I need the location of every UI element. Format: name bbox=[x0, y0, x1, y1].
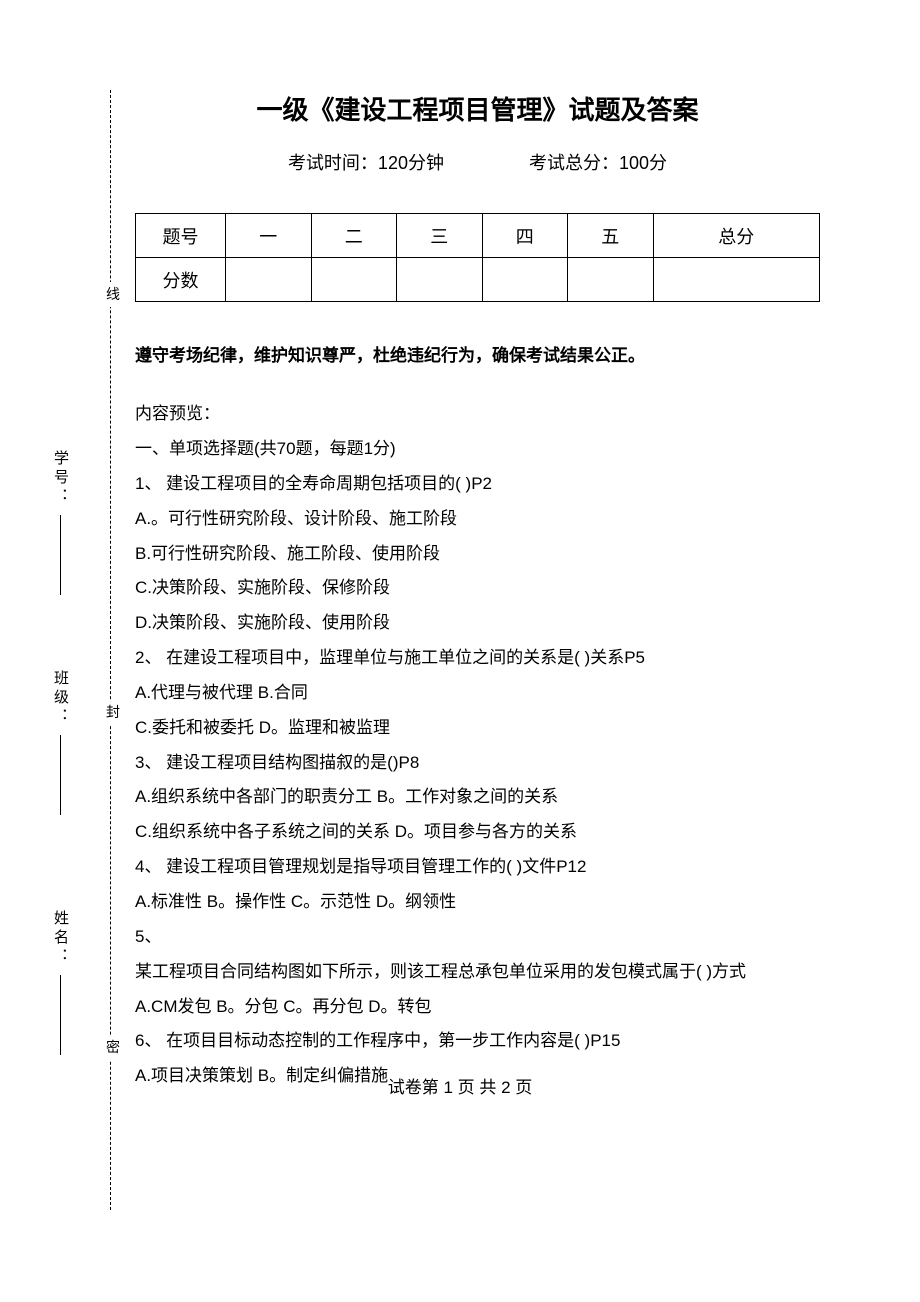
seal-char-feng: 封 bbox=[106, 700, 120, 725]
score-cell bbox=[397, 258, 483, 302]
question-line: A.CM发包 B。分包 C。再分包 D。转包 bbox=[135, 990, 820, 1025]
score-header-cell: 四 bbox=[482, 214, 568, 258]
question-line: A.组织系统中各部门的职责分工 B。工作对象之间的关系 bbox=[135, 780, 820, 815]
question-line: C.组织系统中各子系统之间的关系 D。项目参与各方的关系 bbox=[135, 815, 820, 850]
score-cell bbox=[568, 258, 654, 302]
score-cell bbox=[482, 258, 568, 302]
exam-title: 一级《建设工程项目管理》试题及答案 bbox=[135, 90, 820, 127]
question-line: 1、 建设工程项目的全寿命周期包括项目的( )P2 bbox=[135, 467, 820, 502]
section-title: 一、单项选择题(共70题，每题1分) bbox=[135, 432, 820, 467]
question-line: 2、 在建设工程项目中，监理单位与施工单位之间的关系是( )关系P5 bbox=[135, 641, 820, 676]
question-line: A.代理与被代理 B.合同 bbox=[135, 676, 820, 711]
student-id-blank bbox=[60, 515, 61, 595]
score-header-cell: 总分 bbox=[653, 214, 820, 258]
score-cell bbox=[653, 258, 820, 302]
exam-instruction: 遵守考场纪律，维护知识尊严，杜绝违纪行为，确保考试结果公正。 bbox=[135, 342, 820, 369]
score-header-cell: 二 bbox=[311, 214, 397, 258]
student-id-field: 学号： bbox=[50, 450, 71, 595]
question-line: 某工程项目合同结构图如下所示，则该工程总承包单位采用的发包模式属于( )方式 bbox=[135, 955, 820, 990]
name-label: 姓名： bbox=[50, 910, 71, 967]
class-blank bbox=[60, 735, 61, 815]
question-line: D.决策阶段、实施阶段、使用阶段 bbox=[135, 606, 820, 641]
question-line: 6、 在项目目标动态控制的工作程序中，第一步工作内容是( )P15 bbox=[135, 1024, 820, 1059]
score-header-cell: 三 bbox=[397, 214, 483, 258]
score-header-cell: 一 bbox=[226, 214, 312, 258]
exam-body: 内容预览： 一、单项选择题(共70题，每题1分) 1、 建设工程项目的全寿命周期… bbox=[135, 397, 820, 1094]
name-field: 姓名： bbox=[50, 910, 71, 1055]
score-header-cell: 题号 bbox=[136, 214, 226, 258]
exam-sidebar: 线 封 密 学号： 班级： 姓名： bbox=[50, 90, 122, 1210]
score-cell bbox=[226, 258, 312, 302]
exam-total-score: 考试总分：100分 bbox=[529, 149, 667, 175]
page-footer: 试卷第 1 页 共 2 页 bbox=[0, 1073, 920, 1098]
table-row: 题号 一 二 三 四 五 总分 bbox=[136, 214, 820, 258]
seal-char-mi: 密 bbox=[106, 1035, 120, 1060]
preview-label: 内容预览： bbox=[135, 397, 820, 432]
score-table: 题号 一 二 三 四 五 总分 分数 bbox=[135, 213, 820, 302]
question-line: B.可行性研究阶段、施工阶段、使用阶段 bbox=[135, 537, 820, 572]
score-row-label: 分数 bbox=[136, 258, 226, 302]
question-line: 5、 bbox=[135, 920, 820, 955]
exam-content: 一级《建设工程项目管理》试题及答案 考试时间：120分钟 考试总分：100分 题… bbox=[135, 90, 820, 1094]
table-row: 分数 bbox=[136, 258, 820, 302]
question-line: 3、 建设工程项目结构图描叙的是()P8 bbox=[135, 746, 820, 781]
student-id-label: 学号： bbox=[50, 450, 71, 507]
name-blank bbox=[60, 975, 61, 1055]
exam-meta: 考试时间：120分钟 考试总分：100分 bbox=[135, 149, 820, 175]
class-label: 班级： bbox=[50, 670, 71, 727]
class-field: 班级： bbox=[50, 670, 71, 815]
question-line: C.决策阶段、实施阶段、保修阶段 bbox=[135, 571, 820, 606]
question-line: C.委托和被委托 D。监理和被监理 bbox=[135, 711, 820, 746]
score-cell bbox=[311, 258, 397, 302]
question-line: A.标准性 B。操作性 C。示范性 D。纲领性 bbox=[135, 885, 820, 920]
score-header-cell: 五 bbox=[568, 214, 654, 258]
question-line: 4、 建设工程项目管理规划是指导项目管理工作的( )文件P12 bbox=[135, 850, 820, 885]
question-line: A.。可行性研究阶段、设计阶段、施工阶段 bbox=[135, 502, 820, 537]
exam-duration: 考试时间：120分钟 bbox=[288, 149, 444, 175]
seal-char-xian: 线 bbox=[106, 282, 120, 307]
